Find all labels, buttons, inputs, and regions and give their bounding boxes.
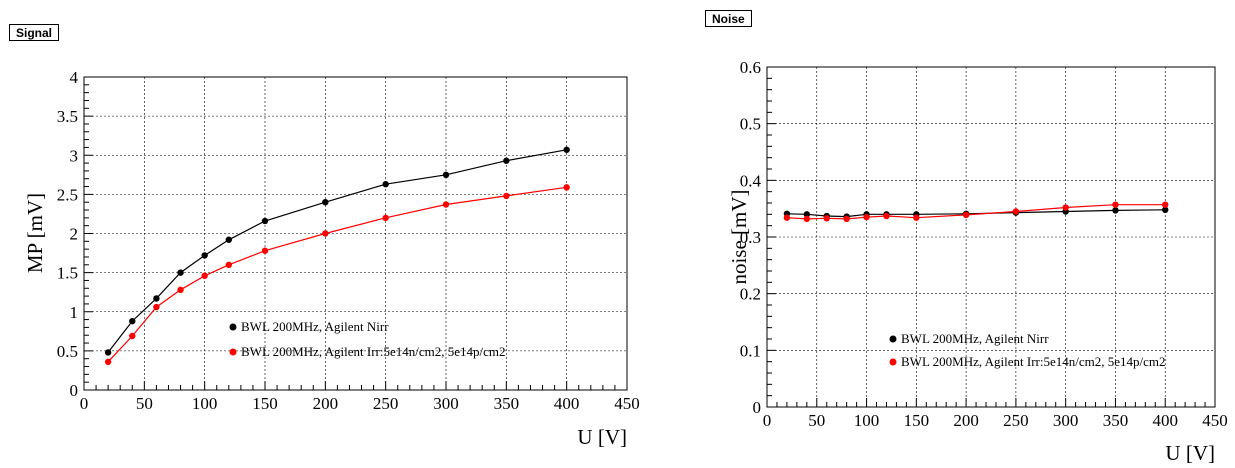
signal-x-tick-label: 300 [433,394,459,413]
noise-point-1 [1162,201,1169,208]
signal-point-1 [153,303,160,311]
signal-y-tick-label: 1.5 [57,264,78,283]
signal-point-1 [201,272,208,279]
signal-canvas-tag: Signal [9,24,60,41]
noise-point-1 [1012,208,1020,215]
noise-x-tick-label: 400 [1152,411,1178,430]
noise-point-0 [1112,207,1119,214]
noise-point-1 [1112,201,1119,208]
noise-y-tick-label: 0.3 [740,228,761,247]
noise-series-line-1 [786,204,1166,220]
signal-x-tick-label: 200 [313,394,339,413]
noise-legend-label-1: BWL 200MHz, Agilent Irr:5e14n/cm2, 5e14p… [901,354,1166,369]
signal-point-1 [382,214,389,222]
signal-legend-marker-1 [229,348,237,356]
noise-point-1 [803,215,811,223]
noise-legend-label-0: BWL 200MHz, Agilent Nirr [901,331,1049,346]
noise-x-tick-label: 200 [953,411,979,430]
noise-point-1 [783,214,791,221]
signal-x-tick-label: 100 [192,394,218,413]
signal-x-tick-label: 400 [554,394,580,413]
signal-point-0 [153,295,160,302]
signal-x-tick-label: 150 [252,394,278,413]
signal-series-line-1 [107,186,567,363]
signal-point-1 [129,332,136,340]
noise-y-tick-label: 0.4 [740,171,762,190]
noise-legend-marker-1 [889,358,897,366]
noise-y-tick-label: 0 [753,398,762,417]
signal-point-0 [104,349,112,356]
signal-point-0 [225,236,232,243]
signal-point-1 [503,192,510,200]
signal-y-tick-label: 0 [70,381,79,400]
signal-point-0 [503,157,510,164]
signal-point-1 [177,286,184,294]
signal-point-0 [261,217,269,225]
signal-y-tick-label: 3.5 [57,107,78,126]
noise-point-1 [962,211,970,219]
noise-x-tick-label: 450 [1202,411,1228,430]
signal-point-0 [177,269,184,276]
signal-point-1 [563,184,570,191]
signal-legend-marker-0 [229,323,237,331]
noise-point-1 [843,215,850,223]
noise-point-1 [1062,204,1069,211]
signal-point-1 [104,358,112,366]
noise-x-tick-label: 150 [904,411,930,430]
signal-point-1 [322,230,329,237]
noise-y-tick-label: 0.2 [740,285,761,304]
signal-x-tick-label: 350 [494,394,520,413]
noise-y-tick-label: 0.1 [740,341,761,360]
noise-x-tick-label: 100 [854,411,880,430]
signal-series-line-0 [107,149,567,353]
signal-x-tick-label: 250 [373,394,399,413]
signal-x-tick-label: 50 [136,394,153,413]
noise-y-tick-label: 0.6 [740,58,761,77]
noise-x-tick-label: 300 [1053,411,1079,430]
signal-y-axis-title: MP [mV] [23,193,47,273]
noise-canvas-tag: Noise [705,10,752,27]
signal-point-1 [442,201,450,208]
signal-x-axis-title: U [V] [577,425,627,449]
noise-point-0 [803,211,811,218]
signal-y-tick-label: 4 [70,68,79,87]
noise-x-tick-label: 250 [1003,411,1029,430]
signal-point-0 [322,199,329,206]
noise-point-1 [863,213,870,221]
noise-x-tick-label: 0 [763,411,772,430]
noise-point-0 [1162,206,1169,213]
signal-y-tick-label: 2 [70,225,79,244]
noise-x-axis-title: U [V] [1165,441,1215,465]
noise-x-tick-label: 350 [1103,411,1129,430]
signal-point-0 [442,171,450,179]
signal-legend-label-1: BWL 200MHz, Agilent Irr:5e14n/cm2, 5e14p… [241,344,506,359]
signal-y-tick-label: 0.5 [57,342,78,361]
signal-point-0 [129,317,136,325]
signal-point-0 [563,146,570,153]
noise-y-axis-title: noise [mV] [727,189,751,284]
signal-point-1 [261,247,269,254]
noise-point-1 [913,214,920,221]
signal-point-0 [382,181,389,188]
signal-legend-label-0: BWL 200MHz, Agilent Nirr [241,319,389,334]
noise-series-line-0 [786,209,1166,218]
signal-point-0 [201,252,208,259]
signal-y-tick-label: 1 [70,303,79,322]
signal-chart: 0 50 100 150 200 250 300 350 400 450 0 0.5 1 1.5 2 2.5 3… [23,68,640,449]
signal-point-1 [225,261,232,268]
signal-x-tick-label: 0 [80,394,89,413]
noise-point-1 [883,212,890,220]
noise-legend-marker-0 [889,335,897,343]
noise-point-1 [823,215,830,222]
noise-x-tick-label: 50 [808,411,825,430]
signal-y-tick-label: 2.5 [57,185,78,204]
signal-y-tick-label: 3 [70,146,79,165]
noise-y-tick-label: 0.5 [740,115,761,134]
noise-chart: 0 50 100 150 200 250 300 350 400 450 0 0.1 0.2 0.3 0.4… [727,58,1228,465]
signal-x-tick-label: 450 [614,394,640,413]
